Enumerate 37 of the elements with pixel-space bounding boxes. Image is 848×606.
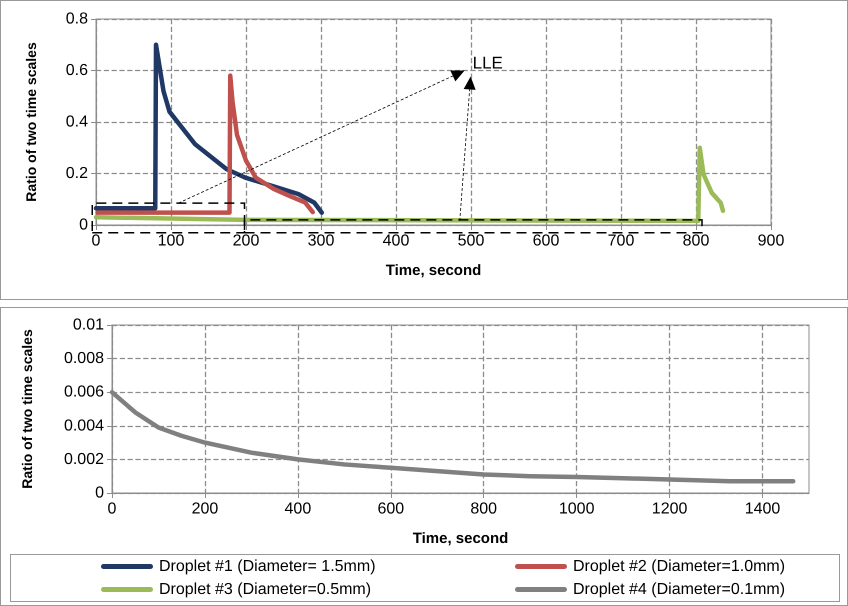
x-tick-label: 600 <box>532 232 560 250</box>
x-axis-title: Time, second <box>412 530 508 547</box>
x-tick-label: 1000 <box>558 500 595 518</box>
y-tick-label: 0.008 <box>64 350 104 368</box>
legend-label: Droplet #4 (Diameter=0.1mm) <box>572 580 786 598</box>
x-tick-label: 1400 <box>744 500 780 518</box>
x-tick-label: 400 <box>382 232 410 250</box>
y-tick-label: 0 <box>79 216 88 234</box>
x-tick-label: 0 <box>108 500 117 518</box>
x-tick-label: 400 <box>284 500 312 518</box>
y-axis-title: Ratio of two time scales <box>23 42 39 202</box>
legend-label: Droplet #2 (Diameter=1.0mm) <box>572 558 786 576</box>
x-tick-label: 700 <box>608 232 634 250</box>
x-axis-title: Time, second <box>386 262 482 279</box>
y-tick-label: 0 <box>95 484 104 502</box>
y-tick-label: 0.002 <box>64 450 104 468</box>
y-tick-label: 0.6 <box>66 62 88 79</box>
x-tick-label: 800 <box>470 500 498 518</box>
annotation: LLE <box>472 54 503 72</box>
x-tick-label: 900 <box>758 232 784 250</box>
y-tick-label: 0.4 <box>66 114 88 130</box>
y-tick-label: 0.2 <box>66 165 88 182</box>
x-tick-label: 100 <box>158 232 184 250</box>
y-tick-label: 0.006 <box>64 384 104 401</box>
x-tick-label: 200 <box>192 500 218 518</box>
legend-label: Droplet #1 (Diameter= 1.5mm) <box>158 558 377 576</box>
x-tick-label: 600 <box>377 500 404 518</box>
y-axis-title: Ratio of two time scales <box>19 329 35 489</box>
x-tick-label: 200 <box>232 232 260 250</box>
x-tick-label: 300 <box>308 232 334 250</box>
x-tick-label: 1200 <box>652 500 688 518</box>
legend-label: Droplet #3 (Diameter=0.5mm) <box>158 580 372 598</box>
y-tick-label: 0.004 <box>64 417 104 434</box>
y-tick-label: 0.01 <box>72 316 104 334</box>
y-tick-label: 0.8 <box>66 10 88 28</box>
x-tick-label: 800 <box>682 232 710 250</box>
x-tick-label: 500 <box>458 232 484 250</box>
